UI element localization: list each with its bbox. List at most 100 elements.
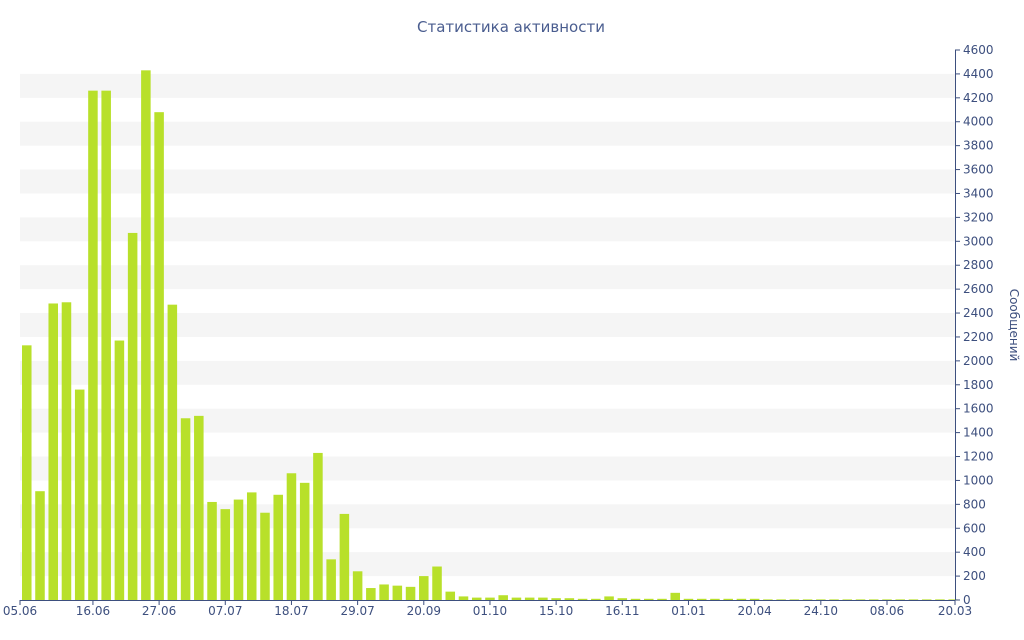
bar bbox=[339, 513, 350, 600]
grid-stripe bbox=[20, 121, 955, 146]
y-tick-label: 3800 bbox=[963, 139, 994, 153]
bar bbox=[352, 571, 363, 600]
bar bbox=[604, 596, 614, 600]
bar bbox=[405, 586, 416, 600]
y-tick-label: 1200 bbox=[963, 450, 994, 464]
bar bbox=[74, 389, 85, 600]
bar bbox=[657, 598, 667, 600]
y-tick-label: 4000 bbox=[963, 115, 994, 129]
bar bbox=[538, 597, 548, 600]
bar bbox=[577, 598, 588, 600]
bar bbox=[736, 598, 747, 600]
grid-stripe bbox=[20, 169, 955, 194]
x-tick-label: 29.07 bbox=[340, 604, 374, 618]
bar bbox=[776, 599, 786, 600]
bar bbox=[127, 232, 138, 600]
y-axis-label: Сообщений bbox=[1007, 289, 1021, 362]
x-tick-label: 24.10 bbox=[804, 604, 838, 618]
bar bbox=[842, 599, 853, 600]
y-tick-label: 200 bbox=[963, 569, 986, 583]
grid-stripe bbox=[20, 313, 955, 337]
bar bbox=[816, 599, 826, 600]
bar bbox=[868, 599, 879, 600]
bar bbox=[273, 494, 283, 600]
bar bbox=[749, 598, 760, 600]
bar bbox=[908, 599, 919, 600]
bar bbox=[948, 599, 958, 600]
bar bbox=[326, 559, 336, 600]
y-tick-label: 3600 bbox=[963, 163, 994, 177]
y-tick-label: 1400 bbox=[963, 426, 994, 440]
x-tick-label: 01.10 bbox=[473, 604, 507, 618]
x-tick-label: 20.09 bbox=[407, 604, 441, 618]
bar bbox=[921, 599, 932, 600]
x-tick-label: 20.03 bbox=[938, 604, 972, 618]
bar bbox=[194, 415, 204, 600]
bar bbox=[829, 599, 839, 600]
bar bbox=[498, 595, 508, 600]
x-tick-label: 15.10 bbox=[539, 604, 573, 618]
bar bbox=[299, 482, 310, 600]
bar bbox=[445, 591, 456, 600]
y-tick-label: 2400 bbox=[963, 306, 994, 320]
bar bbox=[154, 112, 164, 601]
bar bbox=[511, 597, 522, 600]
bar bbox=[114, 340, 125, 600]
bar bbox=[207, 501, 217, 600]
bar bbox=[802, 599, 813, 600]
bar bbox=[591, 598, 601, 600]
bar bbox=[882, 599, 892, 600]
bar bbox=[233, 499, 244, 600]
bar bbox=[630, 598, 641, 600]
bar bbox=[683, 598, 694, 600]
grid-stripe bbox=[20, 265, 955, 290]
grid-stripes bbox=[20, 73, 955, 577]
x-tick-label: 18.07 bbox=[274, 604, 308, 618]
grid-stripe bbox=[20, 73, 955, 98]
bar bbox=[895, 599, 905, 600]
bar bbox=[551, 598, 561, 600]
y-tick-label: 0 bbox=[963, 593, 971, 607]
y-axis-ticks: 0 200 400 600 800 1000 1200 1400 1600 1800 2000 220… bbox=[955, 43, 994, 607]
grid-stripe bbox=[20, 456, 955, 481]
y-tick-label: 4600 bbox=[963, 43, 994, 57]
y-tick-label: 4400 bbox=[963, 67, 994, 81]
bar bbox=[88, 90, 98, 601]
x-tick-label: 20.04 bbox=[737, 604, 771, 618]
bar bbox=[432, 566, 442, 600]
bar bbox=[524, 597, 535, 600]
x-tick-label: 08.06 bbox=[870, 604, 904, 618]
bar bbox=[696, 598, 707, 600]
chart-title: Статистика активности bbox=[417, 18, 605, 36]
bar bbox=[313, 452, 323, 600]
bar bbox=[260, 512, 270, 600]
grid-stripe bbox=[20, 217, 955, 242]
y-tick-label: 4200 bbox=[963, 91, 994, 105]
y-tick-label: 2000 bbox=[963, 354, 994, 368]
bar bbox=[644, 598, 654, 600]
y-tick-label: 1800 bbox=[963, 378, 994, 392]
y-tick-label: 2600 bbox=[963, 282, 994, 296]
y-tick-label: 3200 bbox=[963, 210, 994, 224]
bar bbox=[22, 345, 32, 600]
x-axis-ticks: 05.06 16.06 27.06 07.07 18.07 29.07 20.09 01.10… bbox=[3, 600, 972, 618]
bar bbox=[246, 492, 257, 600]
bars-group bbox=[22, 70, 958, 601]
bar bbox=[471, 597, 482, 600]
bar bbox=[710, 598, 720, 600]
y-tick-label: 3000 bbox=[963, 234, 994, 248]
x-tick-label: 16.06 bbox=[76, 604, 110, 618]
bar bbox=[789, 599, 800, 600]
y-tick-label: 400 bbox=[963, 545, 986, 559]
bar bbox=[35, 491, 45, 600]
bar bbox=[48, 303, 58, 600]
y-tick-label: 1600 bbox=[963, 402, 994, 416]
bar bbox=[617, 598, 628, 600]
bar bbox=[763, 599, 773, 600]
y-tick-label: 2800 bbox=[963, 258, 994, 272]
x-tick-label: 27.06 bbox=[142, 604, 176, 618]
bar bbox=[935, 599, 945, 600]
bar bbox=[286, 473, 297, 600]
y-tick-label: 3400 bbox=[963, 186, 994, 200]
